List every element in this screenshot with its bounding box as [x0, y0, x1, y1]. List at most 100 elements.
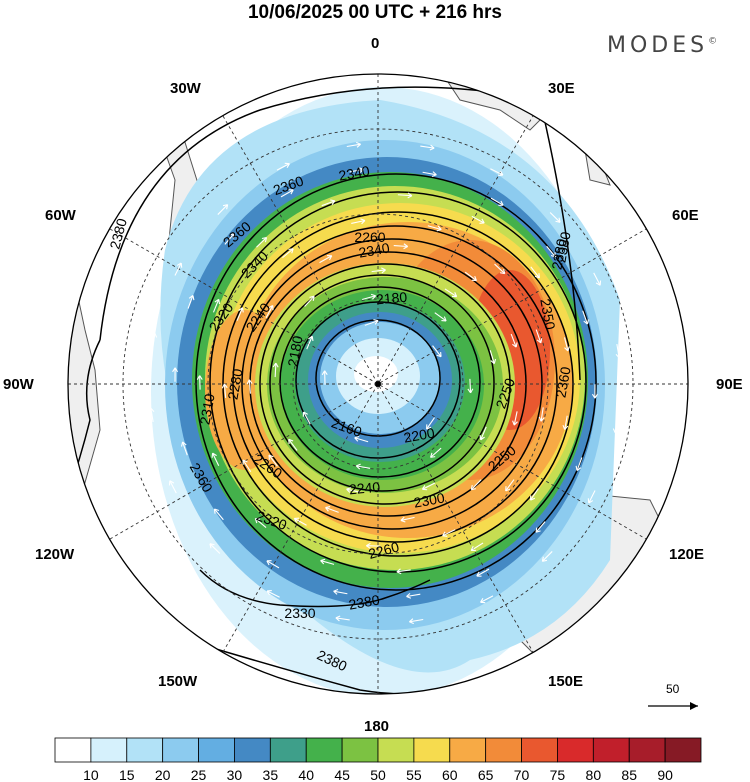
contour-2200 — [279, 286, 481, 478]
wind-vector — [470, 479, 482, 491]
contour-2220 — [269, 274, 495, 492]
contour-label: 2300 — [412, 489, 446, 510]
wind-vector-head — [505, 486, 511, 492]
lon-label-120e: 120E — [669, 546, 705, 563]
contour-label: 2330 — [284, 605, 315, 621]
wind-vector-head — [181, 441, 187, 447]
land-madagascar — [584, 148, 611, 186]
contour-2380-west — [68, 339, 101, 561]
wind-vector-head — [266, 560, 272, 566]
wind-vector — [187, 295, 194, 309]
wind-vector — [354, 437, 369, 443]
wind-vector — [274, 363, 277, 378]
wind-vector — [427, 225, 442, 231]
wind-vector — [351, 219, 366, 225]
wind-vector-head — [400, 516, 406, 523]
wind-vector — [494, 263, 506, 275]
wind-vector-head — [441, 316, 447, 322]
contour-label: 2200 — [402, 424, 436, 445]
wind-vector — [582, 310, 588, 325]
wind-vector — [442, 529, 456, 537]
wind-vector-head — [512, 342, 518, 348]
meridian-150 — [222, 115, 534, 653]
wind-vector — [546, 245, 556, 258]
contour-label: 2310 — [196, 392, 217, 426]
wind-vector-head — [211, 452, 217, 458]
wind-vector-head — [335, 615, 341, 622]
wind-vector — [471, 215, 485, 224]
wind-vector — [480, 595, 494, 603]
wind-vector-head — [288, 189, 294, 195]
wind-vector — [397, 194, 412, 197]
wind-vector-head — [168, 480, 175, 486]
wind-vector — [426, 417, 435, 430]
wind-vector-head — [268, 454, 274, 460]
lon-label-120w: 120W — [35, 546, 75, 563]
wind-vector-head — [188, 295, 195, 301]
wind-vector — [265, 305, 274, 319]
wind-vector-head — [396, 568, 402, 575]
lon-label-90w: 90W — [3, 376, 34, 393]
wind-vector — [541, 551, 553, 562]
wind-vector — [614, 418, 618, 433]
wind-vector — [152, 333, 156, 348]
wind-vector-head — [321, 370, 328, 376]
wind-vector-head — [479, 218, 485, 224]
wind-vector — [549, 212, 561, 223]
wind-vector-head — [284, 162, 290, 169]
wind-vector-head — [430, 452, 436, 458]
lon-label-60e: 60E — [672, 207, 699, 224]
contour-label: 2180 — [284, 334, 305, 368]
wind-vector — [364, 320, 379, 326]
wind-vector — [420, 145, 435, 149]
wind-vector-head — [612, 428, 619, 434]
wind-vector-head — [575, 465, 582, 471]
wind-vector — [150, 408, 154, 423]
wind-vector — [276, 163, 290, 171]
wind-vector — [224, 233, 235, 245]
graticule — [68, 74, 688, 694]
wind-vector-head — [148, 407, 155, 413]
wind-vector-head — [480, 597, 486, 604]
lon-label-180: 180 — [364, 718, 390, 735]
wind-vector — [490, 197, 504, 206]
wind-vector-head — [370, 293, 377, 300]
wind-vector — [400, 516, 415, 521]
wind-vector — [321, 200, 336, 207]
wind-vector-head — [498, 200, 504, 206]
wind-vector-head — [536, 338, 543, 344]
land-antarctic-peninsula — [68, 249, 101, 521]
wind-vector — [422, 482, 436, 490]
wind-vector — [266, 560, 280, 569]
wind-vector — [470, 542, 484, 551]
wind-vector — [434, 312, 447, 322]
contour-label: 2180 — [375, 289, 408, 308]
contour-2360 — [195, 173, 597, 591]
map-title: 10/06/2025 00 UTC + 216 hrs — [247, 2, 503, 23]
lon-label-30w: 30W — [170, 80, 201, 97]
wind-vector-head — [591, 393, 598, 399]
wind-vector — [236, 307, 243, 321]
wind-vector — [349, 168, 364, 173]
contour-label: 2340 — [357, 239, 391, 260]
wind-vector — [396, 569, 411, 573]
wind-vector-head — [360, 218, 366, 225]
wind-vector — [464, 271, 477, 281]
wind-vector — [223, 383, 227, 398]
contour-label: 2380 — [347, 591, 381, 612]
wind-vector — [209, 543, 221, 554]
wind-vector-head — [564, 346, 570, 352]
meridian-120 — [109, 228, 647, 540]
wind-vector-head — [587, 498, 594, 504]
wind-vector — [182, 441, 188, 456]
contour-label: 2260 — [367, 538, 401, 562]
wind-vector-head — [196, 375, 203, 380]
wind-vector — [530, 488, 539, 501]
wind-vector — [371, 269, 386, 273]
wind-vector-head — [366, 542, 371, 549]
wind-vector — [393, 245, 408, 248]
wind-vector — [169, 480, 177, 494]
meridian-30 — [222, 115, 534, 653]
